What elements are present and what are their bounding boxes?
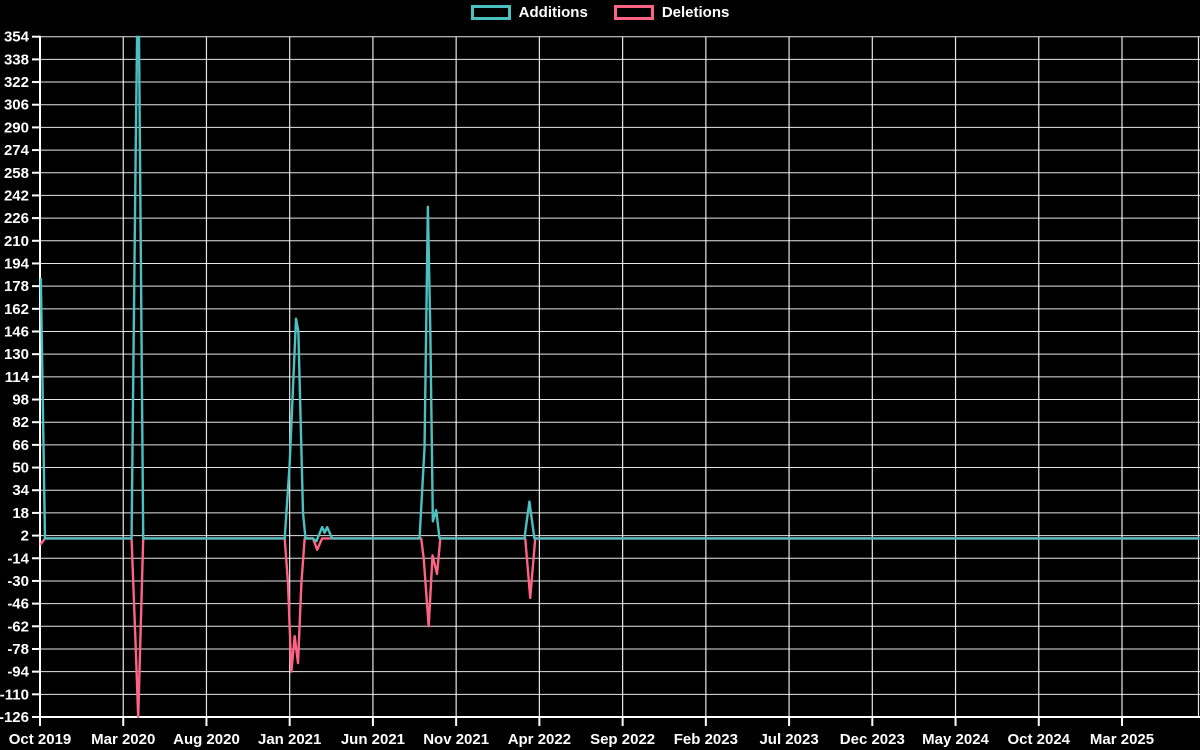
legend-item-deletions[interactable]: Deletions: [613, 4, 730, 21]
axes: [39, 35, 1200, 718]
x-tick-label: Mar 2025: [1090, 731, 1154, 748]
deletions-line: [39, 537, 1200, 718]
y-tick-label: 178: [4, 278, 29, 295]
y-tick-label: 66: [12, 437, 29, 454]
x-tick-label: Oct 2024: [1007, 731, 1070, 748]
x-tick-label: Dec 2023: [840, 731, 905, 748]
y-tick-label: -46: [7, 596, 29, 613]
y-tick-label: 290: [4, 119, 29, 136]
y-tick-label: 338: [4, 51, 29, 68]
x-gridlines-and-labels: Oct 2019 Mar 2020 Aug 2020 Jan 2021 Jun 2021…: [9, 36, 1200, 748]
y-tick-label: 194: [4, 255, 30, 272]
x-tick-label: Aug 2020: [173, 731, 240, 748]
y-tick-label: 146: [4, 323, 29, 340]
y-tick-label: 258: [4, 165, 29, 182]
y-tick-label: 226: [4, 210, 29, 227]
x-tick-label: Apr 2022: [508, 731, 571, 748]
x-tick-label: May 2024: [922, 731, 989, 748]
y-tick-label: 130: [4, 346, 29, 363]
y-tick-label: 2: [21, 528, 29, 545]
x-tick-label: Sep 2022: [590, 731, 655, 748]
legend-label-deletions: Deletions: [661, 4, 730, 21]
y-tick-label: 34: [12, 482, 29, 499]
y-tick-label: 306: [4, 97, 29, 114]
chart-legend: Additions Deletions: [0, 5, 1200, 20]
y-tick-label: -78: [7, 641, 29, 658]
y-tick-label: -62: [7, 618, 29, 635]
legend-item-additions[interactable]: Additions: [470, 4, 588, 21]
y-tick-label: 354: [4, 29, 30, 46]
y-tick-label: 322: [4, 74, 29, 91]
series-lines: [39, 35, 1200, 718]
y-tick-label: 18: [12, 505, 29, 522]
y-tick-label: -126: [0, 709, 29, 726]
y-tick-label: 114: [5, 369, 30, 386]
y-tick-label: -110: [0, 686, 29, 703]
y-tick-label: 274: [4, 142, 30, 159]
y-tick-label: -30: [7, 573, 29, 590]
x-tick-label: Jul 2023: [759, 731, 818, 748]
y-tick-label: -94: [7, 664, 29, 681]
y-tick-label: 162: [4, 301, 29, 318]
y-tick-label: 242: [4, 187, 29, 204]
legend-label-additions: Additions: [518, 4, 588, 21]
additions-swatch-icon: [470, 5, 511, 20]
y-tick-label: 82: [12, 414, 29, 431]
y-tick-label: 98: [12, 392, 29, 409]
y-tick-label: 50: [12, 460, 29, 477]
y-tick-label: 210: [4, 233, 29, 250]
additions-line: [39, 35, 1200, 543]
y-gridlines-and-labels: -126 -110 -94 -78 -62 -46 -30 -14 2 18 34 50 66 82 98 1…: [0, 29, 1200, 726]
x-tick-label: Mar 2020: [91, 731, 155, 748]
x-tick-label: Oct 2019: [9, 731, 72, 748]
y-tick-label: -14: [7, 550, 29, 567]
x-tick-label: Feb 2023: [674, 731, 738, 748]
x-tick-label: Jan 2021: [258, 731, 321, 748]
x-tick-label: Jun 2021: [341, 731, 405, 748]
x-tick-label: Nov 2021: [423, 731, 489, 748]
deletions-swatch-icon: [613, 5, 654, 20]
